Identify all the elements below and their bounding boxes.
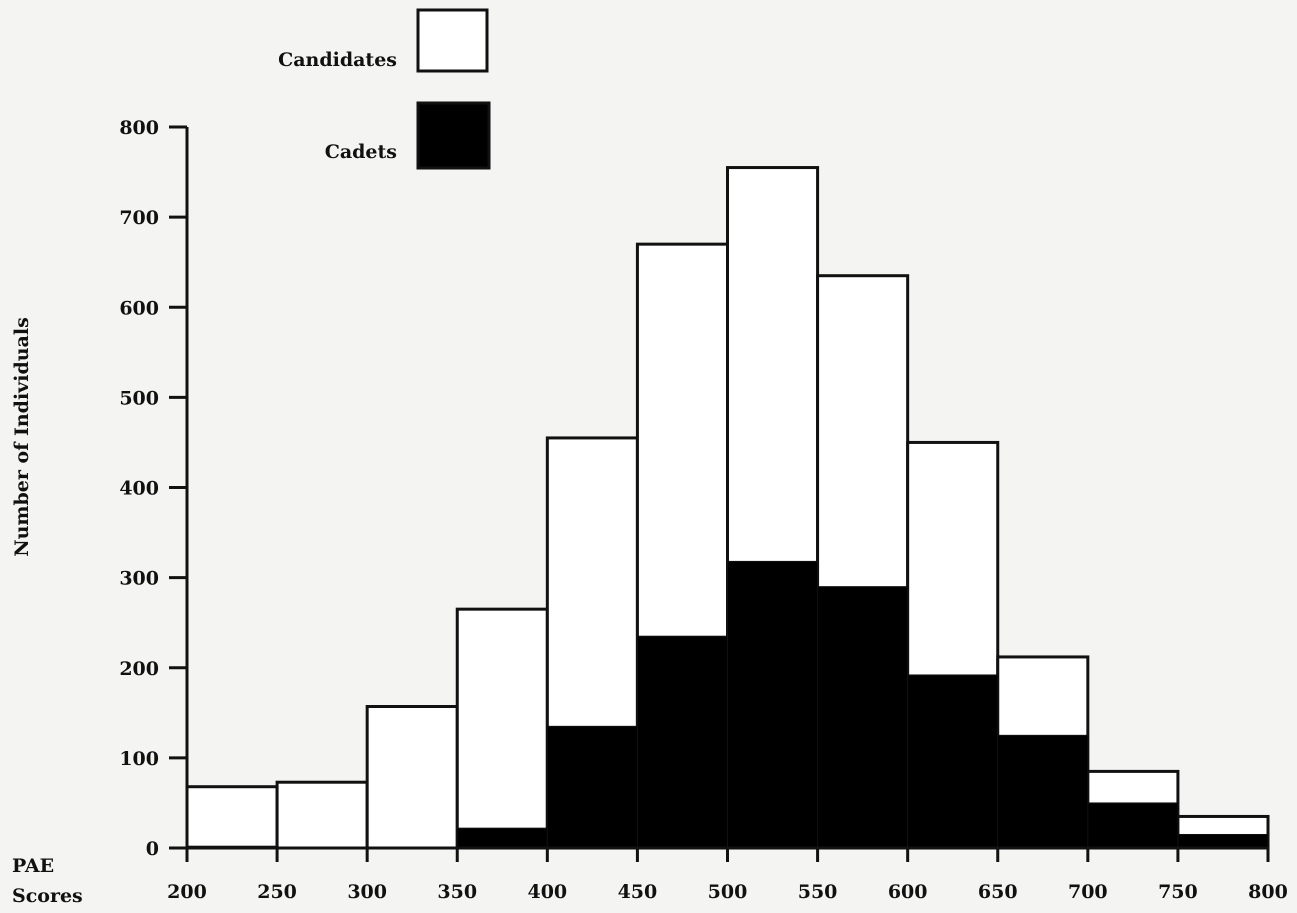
y-tick-label-800: 800 xyxy=(119,117,159,139)
bar-cadets-550-600 xyxy=(817,586,909,849)
y-tick-label-500: 500 xyxy=(119,387,159,409)
x-tick-label-600: 600 xyxy=(888,881,928,903)
legend-label-cadets: Cadets xyxy=(325,141,397,163)
bar-candidates-350-400 xyxy=(455,607,549,850)
bar-cadets-700-750 xyxy=(1087,802,1179,849)
x-tick-label-500: 500 xyxy=(708,881,748,903)
bar-cadets-350-400 xyxy=(456,827,548,849)
x-tick-label-300: 300 xyxy=(347,881,387,903)
x-tick-label-350: 350 xyxy=(437,881,477,903)
y-tick-label-0: 0 xyxy=(146,838,159,860)
y-tick-label-300: 300 xyxy=(119,568,159,590)
x-tick-label-250: 250 xyxy=(257,881,297,903)
bar-candidates-300-350 xyxy=(365,705,459,850)
x-tick-label-700: 700 xyxy=(1068,881,1108,903)
x-axis-title-line1: PAE xyxy=(12,855,54,877)
legend-swatch-candidates xyxy=(416,8,489,73)
bar-candidates-200-250 xyxy=(185,785,279,850)
y-tick-label-100: 100 xyxy=(119,748,159,770)
x-tick-label-650: 650 xyxy=(978,881,1018,903)
legend-swatch-cadets xyxy=(416,101,491,170)
bar-cadets-600-650 xyxy=(907,674,999,849)
legend-label-candidates: Candidates xyxy=(278,49,397,71)
bars-layer xyxy=(185,166,1270,850)
x-axis-title-line2: Scores xyxy=(12,885,83,907)
bar-cadets-750-800 xyxy=(1177,833,1269,849)
y-tick-label-200: 200 xyxy=(119,658,159,680)
x-tick-label-200: 200 xyxy=(167,881,207,903)
y-tick-label-700: 700 xyxy=(119,207,159,229)
x-tick-label-550: 550 xyxy=(798,881,838,903)
x-tick-label-750: 750 xyxy=(1158,881,1198,903)
x-tick-label-800: 800 xyxy=(1248,881,1288,903)
x-tick-label-450: 450 xyxy=(618,881,658,903)
y-axis-title: Number of Individuals xyxy=(11,317,33,557)
bar-cadets-500-550 xyxy=(727,560,819,849)
x-tick-label-400: 400 xyxy=(527,881,567,903)
y-tick-label-400: 400 xyxy=(119,478,159,500)
bar-candidates-250-300 xyxy=(275,780,369,850)
legend: Candidates Cadets xyxy=(278,8,491,170)
x-ticks: 200 250 300 350 400 450 500 550 600 650 700 750 800 xyxy=(167,848,1288,903)
y-ticks: 0 100 200 300 400 500 600 700 800 xyxy=(119,117,187,860)
bar-cadets-650-700 xyxy=(997,734,1089,849)
bar-cadets-450-500 xyxy=(636,635,729,849)
bar-cadets-400-450 xyxy=(546,725,638,849)
y-tick-label-600: 600 xyxy=(119,297,159,319)
